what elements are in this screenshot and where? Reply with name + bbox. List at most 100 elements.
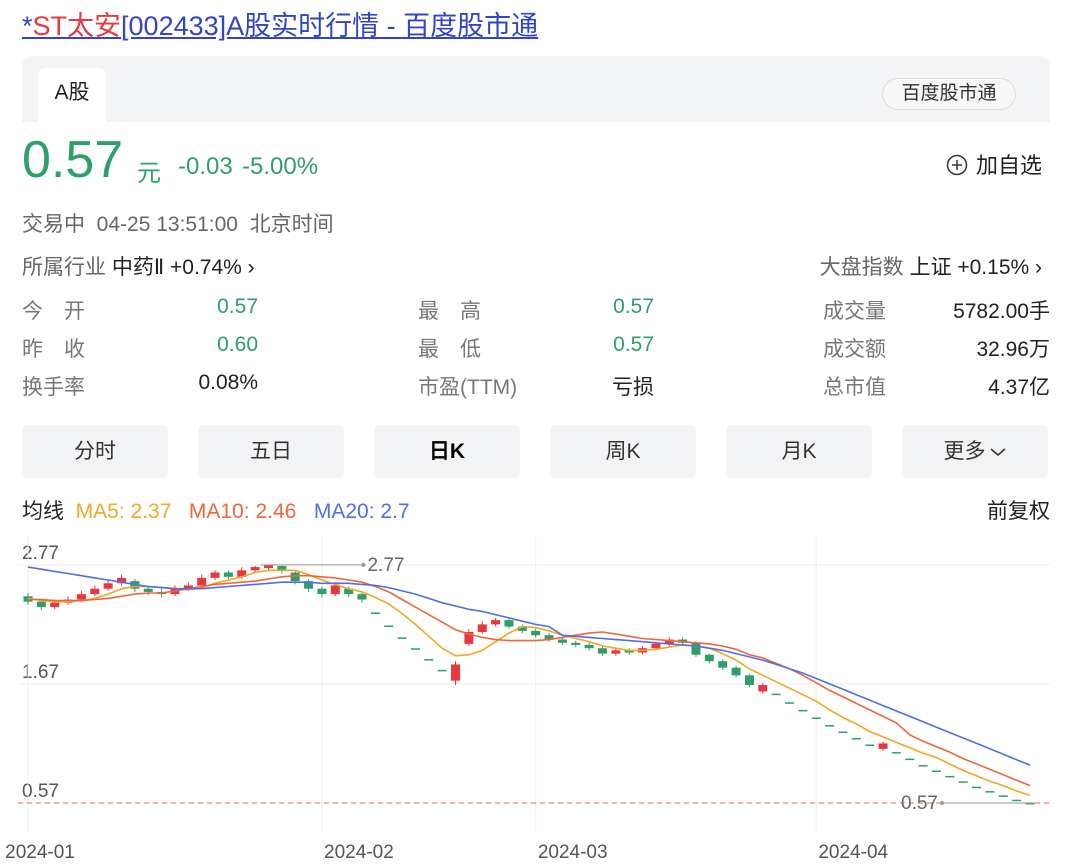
candle-body — [571, 642, 581, 645]
industry-row[interactable]: 所属行业 中药Ⅱ +0.74% › — [22, 256, 255, 279]
candle-body — [210, 572, 220, 578]
ma-line — [28, 574, 1031, 787]
candle-body — [50, 602, 60, 608]
candle-body — [771, 693, 781, 696]
high-dot — [361, 562, 366, 567]
high-label: 2.77 — [367, 555, 404, 576]
ma-label: 均线 — [22, 500, 64, 523]
candle-body — [731, 667, 741, 676]
candle-body — [931, 770, 941, 772]
page-title-link[interactable]: *ST太安[002433]A股实时行情 - 百度股市通 — [22, 4, 538, 43]
title-star: * — [22, 11, 33, 41]
period-button[interactable]: 月K — [726, 425, 872, 478]
x-tick-label: 2024-02 — [324, 842, 394, 863]
candle-body — [290, 572, 300, 582]
candle-body — [410, 648, 420, 650]
ma-line — [27, 566, 1031, 766]
candle-body — [918, 765, 928, 767]
candle-body — [597, 648, 607, 654]
period-button[interactable]: 日K — [374, 425, 520, 478]
candle-body — [250, 567, 260, 571]
y-tick-label: 1.67 — [22, 662, 59, 683]
candle-body — [477, 624, 487, 632]
candle-body — [237, 570, 247, 577]
candle-body — [263, 564, 273, 569]
stat-value: 0.60 — [217, 333, 258, 356]
stat-label: 换手率 — [22, 376, 85, 399]
stat-label: 成交量 — [823, 300, 886, 323]
market-tab[interactable]: A股 — [38, 68, 106, 122]
candle-body — [143, 588, 153, 592]
candle-body — [304, 581, 314, 589]
adjust-mode[interactable]: 前复权 — [987, 500, 1050, 523]
candle-body — [76, 594, 86, 600]
stat-value: 5782.00手 — [953, 300, 1050, 323]
ma5-value: MA5: 2.37 — [75, 500, 172, 523]
index-row[interactable]: 大盘指数 上证 +0.15% › — [819, 256, 1042, 279]
candle-body — [36, 601, 46, 608]
candle-body — [1012, 799, 1022, 802]
x-tick-label: 2024-04 — [818, 842, 888, 863]
candle-body — [117, 577, 127, 584]
candle-body — [1025, 802, 1035, 805]
timezone: 北京时间 — [249, 213, 334, 236]
candle-body — [384, 625, 394, 627]
candle-body — [330, 585, 340, 595]
candle-body — [517, 626, 527, 631]
candle-body — [491, 620, 501, 625]
candle-body — [531, 630, 541, 636]
stat-label: 成交额 — [823, 338, 886, 361]
candle-body — [945, 775, 955, 778]
candle-body — [798, 709, 808, 712]
status: 交易中 — [22, 213, 85, 236]
candle-body — [851, 738, 861, 740]
stat-value: 0.08% — [198, 371, 258, 394]
price-change-pct: -5.00% — [242, 153, 319, 180]
candle-body — [972, 786, 982, 789]
chevron — [989, 448, 1006, 457]
title-name: ST太安 — [32, 11, 122, 41]
ma-line — [27, 569, 1031, 797]
ma20-value: MA20: 2.7 — [313, 500, 410, 523]
x-tick-label: 2024-03 — [538, 842, 608, 863]
price-change: -0.03 — [178, 153, 233, 180]
candle-body — [825, 725, 835, 727]
period-button[interactable]: 更多 — [902, 425, 1048, 478]
candle-body — [397, 637, 407, 639]
candle-body — [223, 572, 233, 577]
candle-body — [370, 612, 380, 614]
watch-text: 加自选 — [976, 153, 1043, 178]
candle-body — [197, 577, 207, 586]
candle-body — [691, 642, 701, 655]
stat-value: 4.37亿 — [988, 376, 1050, 399]
candle-body — [103, 583, 113, 589]
stat-value: 0.57 — [613, 333, 654, 356]
source-badge[interactable]: 百度股市通 — [882, 78, 1016, 110]
period-button[interactable]: 五日 — [198, 425, 344, 478]
index-label: 大盘指数 — [819, 256, 904, 279]
price-unit: 元 — [137, 160, 161, 187]
candle-body — [437, 669, 447, 672]
y-tick-label: 2.77 — [22, 543, 59, 564]
header-bar — [22, 56, 1050, 122]
stat-label: 市盈(TTM) — [418, 376, 518, 399]
title-rest: [002433]A股实时行情 - 百度股市通 — [121, 11, 539, 41]
period-button[interactable]: 周K — [550, 425, 696, 478]
period-button[interactable]: 分时 — [22, 425, 168, 478]
stat-value: 0.57 — [613, 295, 654, 318]
index-change: +0.15% — [957, 256, 1030, 279]
candle-body — [785, 702, 795, 704]
candle-body — [464, 631, 474, 644]
candle-body — [424, 659, 434, 661]
industry: 中药Ⅱ — [111, 256, 165, 279]
ma-legend: 均线 MA5: 2.37 MA10: 2.46 MA20: 2.7 — [22, 495, 410, 525]
industry-change: +0.74% — [170, 256, 242, 279]
candle-body — [611, 650, 621, 654]
index: 上证 — [909, 256, 952, 279]
watch-button[interactable]: 加自选 — [946, 148, 1042, 180]
industry-label: 所属行业 — [22, 256, 106, 279]
stat-label: 今 开 — [22, 300, 85, 323]
candle-body — [183, 585, 193, 589]
kline-chart: 2.77 1.67 0.57 2024-01 2024-02 2024-03 2024-04… — [5, 535, 1050, 863]
